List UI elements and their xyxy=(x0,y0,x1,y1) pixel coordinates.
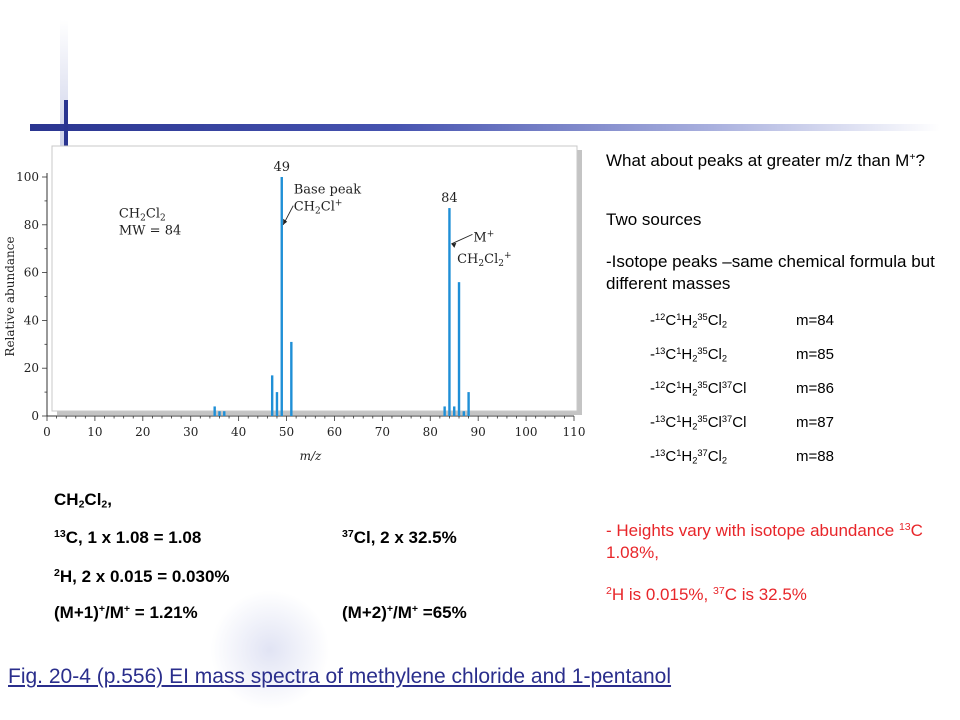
x-tick-label: 50 xyxy=(279,425,294,439)
molecular-formula-label: CH2Cl2+ xyxy=(457,251,511,269)
x-tick-label: 10 xyxy=(87,425,102,439)
peak-bar xyxy=(457,282,461,416)
x-tick-label: 110 xyxy=(563,425,586,439)
y-tick-label: 40 xyxy=(24,313,39,327)
x-tick-label: 0 xyxy=(43,425,51,439)
isotope-intro-text: -Isotope peaks –same chemical formula bu… xyxy=(606,252,935,293)
y-tick-label: 100 xyxy=(16,170,39,184)
x-tick-label: 90 xyxy=(471,425,486,439)
y-tick-label: 60 xyxy=(24,266,39,280)
isotope-row: -12C1H235Cl2 xyxy=(650,311,728,330)
calc-m1-ratio: (M+1)+/M+ = 1.21% xyxy=(54,603,198,622)
peak-bar xyxy=(453,406,456,416)
heights-note: - Heights vary with isotope abundance 13… xyxy=(606,521,923,562)
peak-bar xyxy=(290,341,293,416)
peak-bar xyxy=(275,392,279,416)
two-sources-text: Two sources xyxy=(606,210,702,229)
base-peak-arrowhead xyxy=(283,218,288,225)
x-tick-label: 20 xyxy=(135,425,150,439)
peak-bar xyxy=(280,177,283,416)
compound-mw-label: MW = 84 xyxy=(119,223,181,238)
calc-m2-ratio: (M+2)+/M+ =65% xyxy=(342,603,467,622)
figure-caption-link[interactable]: Fig. 20-4 (p.556) EI mass spectra of met… xyxy=(8,665,672,688)
decorative-glow xyxy=(210,590,330,710)
peak-bar xyxy=(223,411,226,416)
y-axis-label: Relative abundance xyxy=(3,236,17,356)
compound-formula-label: CH2Cl2 xyxy=(119,207,166,224)
peak-bar xyxy=(462,411,466,416)
base-peak-label: Base peak xyxy=(294,183,362,198)
decorative-title-bar xyxy=(30,124,940,131)
isotope-mass: m=86 xyxy=(796,380,834,397)
isotope-mass: m=85 xyxy=(796,346,834,363)
isotope-row: -13C1H237Cl2 xyxy=(650,447,728,466)
x-tick-label: 30 xyxy=(183,425,198,439)
x-tick-label: 100 xyxy=(515,425,538,439)
question-text: What about peaks at greater m/z than M+? xyxy=(606,151,925,170)
x-tick-label: 70 xyxy=(375,425,390,439)
mass-spectrum-chart: 0 10 20 30 40 50 60 70 80 90 100 110 0 20 40 60 80 100 m/z… xyxy=(3,145,586,463)
x-axis-label: m/z xyxy=(300,449,322,463)
decorative-accent-line xyxy=(64,100,68,156)
y-tick-label: 0 xyxy=(31,409,39,423)
calc-formula: CH2Cl2, xyxy=(54,490,113,511)
calc-cl37-line: 37Cl, 2 x 32.5% xyxy=(342,528,457,547)
y-tick-label: 20 xyxy=(24,361,39,375)
peak-bar xyxy=(448,208,451,416)
calc-h2-line: 2H, 2 x 0.015 = 0.030% xyxy=(54,567,230,586)
isotope-mass: m=88 xyxy=(796,448,834,465)
peak-bar xyxy=(218,411,221,416)
isotope-row: -13C1H235Cl37Cl xyxy=(650,413,747,432)
molecular-ion-arrow xyxy=(451,233,473,245)
mass-spectrum-figure: 0 10 20 30 40 50 60 70 80 90 100 110 0 20 40 60 80 100 m/z… xyxy=(0,140,595,475)
isotope-mass: m=84 xyxy=(796,312,834,329)
y-tick-label: 80 xyxy=(24,218,39,232)
isotope-row: -12C1H235Cl37Cl xyxy=(650,379,747,398)
calc-c13-line: 13C, 1 x 1.08 = 1.08 xyxy=(54,528,202,547)
heights-note-2: 2H is 0.015%, 37C is 32.5% xyxy=(606,585,807,604)
peak-bar xyxy=(270,375,274,416)
figure-panel xyxy=(51,145,578,412)
molecular-ion-arrowhead xyxy=(451,242,457,248)
peak-bar xyxy=(213,406,216,416)
isotope-row: -13C1H235Cl2 xyxy=(650,345,728,364)
peak-bar xyxy=(443,406,446,416)
peak-bar xyxy=(467,392,470,416)
x-tick-label: 40 xyxy=(231,425,246,439)
x-tick-label: 80 xyxy=(423,425,438,439)
peak-label: 84 xyxy=(441,191,458,206)
base-ion-label: CH2Cl+ xyxy=(294,198,343,216)
x-tick-label: 60 xyxy=(327,425,342,439)
peak-label: 49 xyxy=(273,160,290,175)
isotope-mass: m=87 xyxy=(796,414,834,431)
